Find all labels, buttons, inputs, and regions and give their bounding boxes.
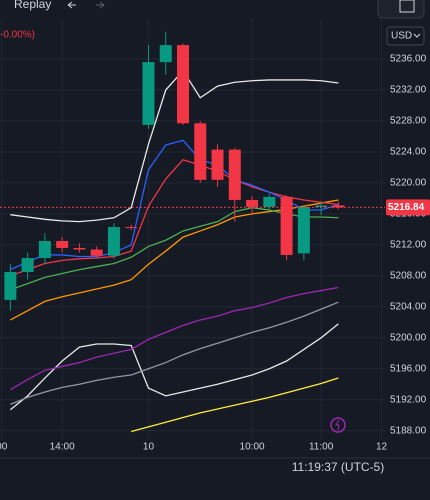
- fullscreen-icon: [399, 0, 415, 13]
- candle-body: [228, 149, 241, 200]
- last-price-label: 5216.84: [388, 202, 425, 213]
- candle-body: [263, 196, 276, 207]
- candle-body: [56, 241, 69, 248]
- candle-body: [297, 206, 310, 254]
- replay-button[interactable]: Replay: [14, 0, 51, 11]
- candle-body: [332, 205, 345, 208]
- indicator-line: [10, 286, 339, 391]
- x-tick-label: 14:00: [50, 442, 75, 453]
- x-tick-label: 12: [376, 442, 388, 453]
- alert-bolt: [335, 419, 340, 431]
- redo-icon: [96, 1, 105, 9]
- price-axis-panel: [385, 18, 430, 458]
- candle-body: [4, 271, 17, 300]
- y-tick-label: 5228.00: [390, 116, 427, 127]
- indicator-line: [10, 301, 339, 405]
- undo-icon[interactable]: [67, 1, 76, 9]
- indicator-line: [10, 158, 339, 277]
- candle-body: [211, 149, 224, 180]
- candle-body: [38, 241, 51, 259]
- indicator-line: [10, 69, 339, 223]
- axis: 5188.00 5192.00 5196.00 5200.00 5204.00 5208.…: [386, 54, 430, 436]
- plot: [0, 31, 385, 433]
- y-tick-label: 5204.00: [390, 301, 427, 312]
- clock: 11:19:37 (UTC-5): [292, 460, 384, 474]
- x-tick-label: 10: [143, 442, 155, 453]
- toolbar: [0, 0, 430, 16]
- change-text: -0.00%): [0, 30, 35, 41]
- dropdown-icon: [413, 33, 421, 38]
- indicator-line: [9, 323, 339, 411]
- candle-body: [194, 123, 207, 180]
- y-tick-label: 5200.00: [390, 332, 427, 343]
- y-tick-label: 5192.00: [390, 394, 427, 405]
- x-tick-label: 11:00: [309, 442, 334, 453]
- y-tick-label: 5188.00: [390, 425, 427, 436]
- candle-body: [159, 45, 172, 63]
- y-tick-label: 5224.00: [390, 147, 427, 158]
- candle-body: [73, 247, 86, 250]
- y-tick-label: 5236.00: [390, 54, 427, 65]
- indicator-line: [131, 377, 339, 433]
- fullscreen-button[interactable]: [377, 0, 425, 19]
- y-tick-label: 5212.00: [390, 240, 427, 251]
- y-tick-label: 5232.00: [390, 85, 427, 96]
- currency-select[interactable]: [386, 26, 425, 46]
- y-tick-label: 5196.00: [390, 363, 427, 374]
- y-tick-label: 5220.00: [390, 178, 427, 189]
- candle-body: [107, 227, 120, 256]
- candle-body: [142, 62, 155, 125]
- candle-body: [21, 258, 34, 272]
- candle-body: [315, 205, 328, 207]
- currency-label: USD: [391, 31, 412, 42]
- alert-icon[interactable]: [330, 417, 346, 433]
- grid: [0, 18, 385, 440]
- candle-body: [125, 227, 138, 229]
- x-tick-label: 10:00: [240, 442, 265, 453]
- x-tick-label: 00: [0, 442, 8, 453]
- last-price-box: [386, 199, 430, 216]
- candle-body: [90, 249, 103, 256]
- candle-body: [177, 45, 190, 124]
- candle-body: [280, 196, 293, 255]
- y-tick-label: 5208.00: [390, 270, 427, 281]
- candle-body: [246, 199, 259, 207]
